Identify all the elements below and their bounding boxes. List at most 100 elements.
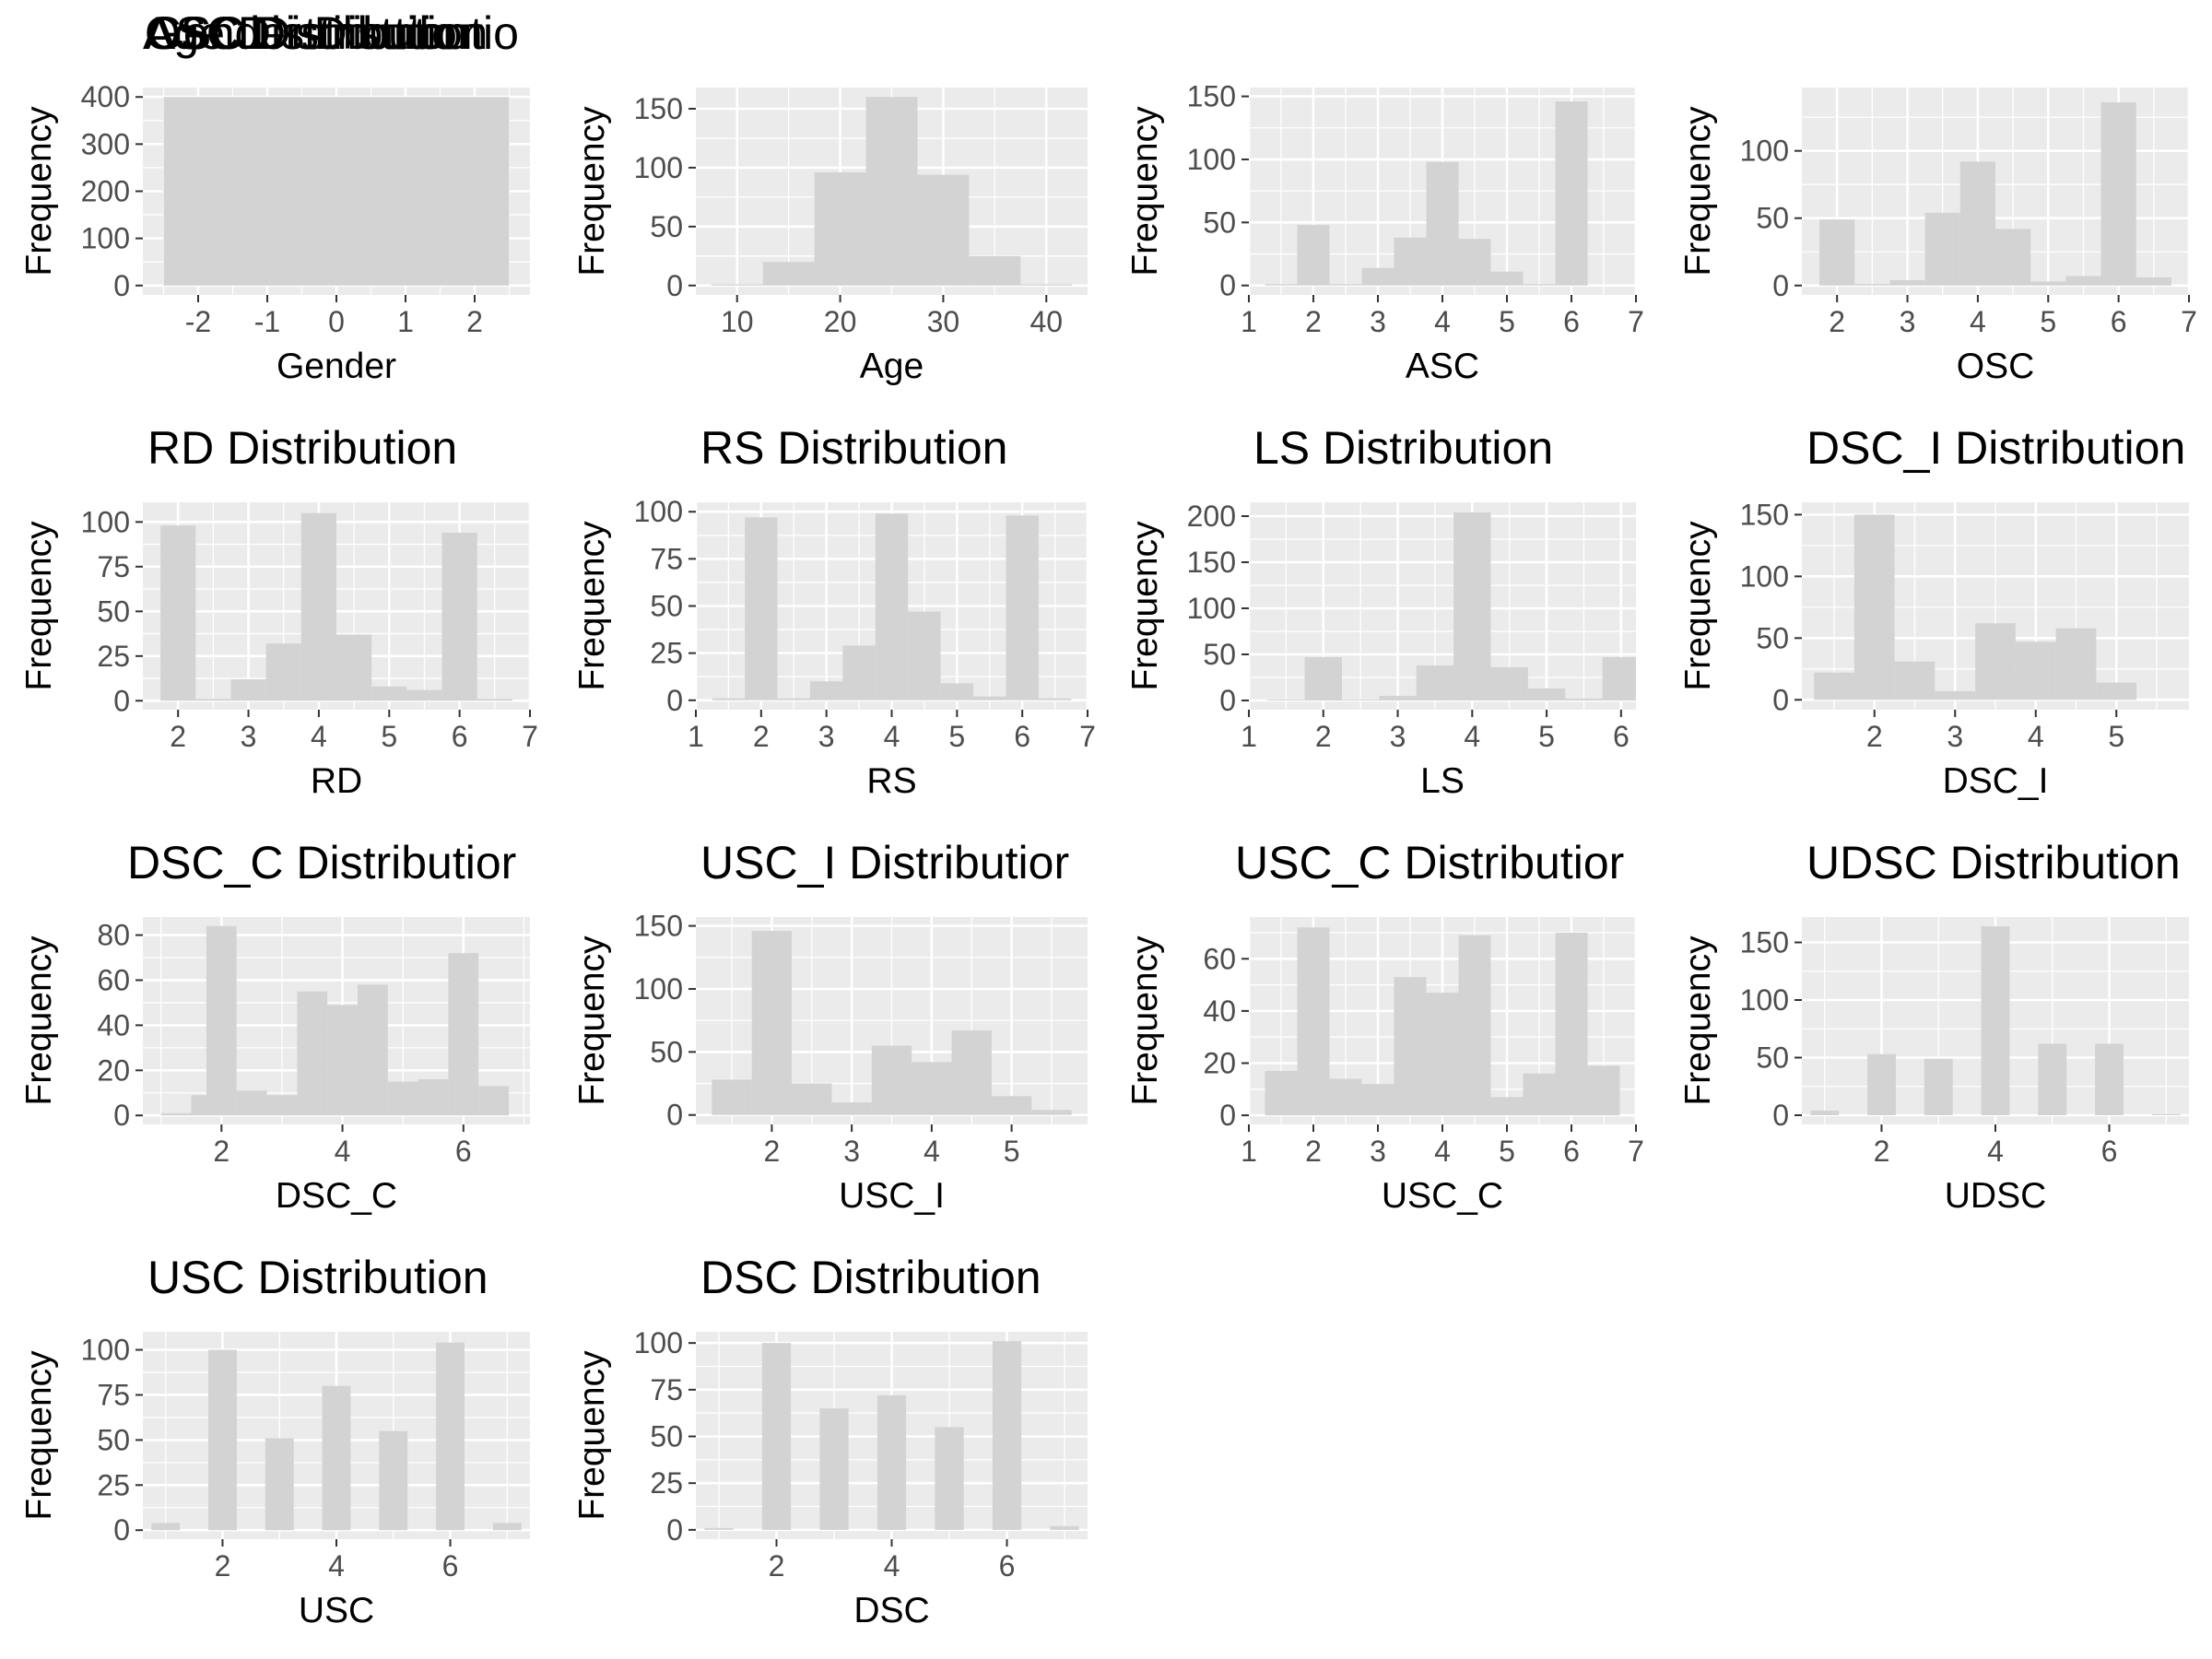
panel-title: USC_I Distributior: [700, 837, 1069, 888]
x-tick-label: 2: [1305, 1135, 1322, 1168]
x-axis-title: ASC: [1406, 347, 1479, 386]
histogram-bar: [842, 645, 876, 700]
histogram-bar: [1458, 239, 1491, 286]
x-tick-label: 2: [1829, 305, 1845, 338]
x-tick-label: 2: [215, 1549, 231, 1583]
histogram-bar: [327, 1005, 358, 1116]
x-tick-label: 3: [1370, 1135, 1386, 1168]
x-tick-label: 2: [170, 720, 186, 753]
histogram-bar: [1854, 284, 1890, 286]
x-tick-label: 5: [2108, 720, 2124, 753]
histogram-bar: [1527, 688, 1566, 700]
x-tick-label: 20: [824, 305, 857, 338]
y-tick-label: 25: [97, 640, 130, 673]
y-axis-title: Frequency: [1125, 935, 1165, 1106]
panel-title: UDSC Distribution: [1806, 837, 2181, 888]
histogram-bar: [418, 1079, 449, 1116]
histogram-bar: [2096, 682, 2137, 700]
histogram-bar: [1867, 1053, 1896, 1115]
y-tick-label: 150: [1187, 80, 1236, 113]
histogram-bar: [1394, 237, 1427, 286]
histogram-bar: [712, 698, 746, 700]
y-tick-label: 75: [650, 1373, 683, 1406]
x-tick-label: 4: [1464, 720, 1480, 753]
y-tick-label: 60: [97, 963, 130, 996]
histogram-bar: [751, 931, 793, 1115]
x-axis-title: RD: [311, 761, 362, 801]
histogram-bar: [935, 1427, 964, 1530]
histogram-bar: [387, 1081, 418, 1116]
histogram-bar: [371, 686, 407, 701]
histogram-bar: [1490, 271, 1524, 286]
y-tick-label: 50: [1756, 202, 1789, 235]
x-tick-label: 30: [927, 305, 960, 338]
histogram-bar: [2136, 277, 2171, 286]
panel-title: ASC Distribution: [145, 7, 483, 59]
histogram-bar: [151, 1523, 181, 1531]
histogram-bar: [1523, 284, 1556, 286]
histogram-bar: [236, 1090, 267, 1116]
y-tick-label: 100: [81, 222, 130, 255]
x-tick-label: 2: [1305, 305, 1322, 338]
histogram-bar: [1995, 229, 2031, 286]
histogram-bar: [2065, 276, 2101, 286]
y-axis-title: Frequency: [572, 935, 612, 1106]
x-tick-label: 5: [381, 720, 397, 753]
histogram-bar: [1453, 512, 1491, 700]
x-tick-label: 2: [763, 1135, 780, 1168]
y-tick-label: 0: [113, 269, 130, 302]
histogram-panel-7: LS Distribution 1 2 3 4 5 6 0 50 100 150 200 LS Frequ…: [1125, 422, 1636, 801]
y-tick-label: 40: [1203, 994, 1236, 1028]
x-tick-label: 7: [1628, 1135, 1644, 1168]
histogram-bar: [2151, 1113, 2181, 1115]
y-tick-label: 0: [666, 269, 683, 302]
y-tick-label: 100: [1187, 143, 1236, 176]
histogram-panel-11: USC_C Distributior 1 2 3 4 5 6 7 0 20 40 60 USC_C Fre…: [1125, 837, 1644, 1216]
histogram-bar: [448, 953, 479, 1116]
histogram-bar: [436, 1342, 465, 1531]
histogram-bar: [1329, 284, 1362, 286]
y-tick-label: 100: [1187, 592, 1236, 625]
x-tick-label: 3: [843, 1135, 860, 1168]
histogram-bar: [477, 699, 512, 701]
histogram-bar: [2095, 1043, 2124, 1115]
histogram-bar: [1038, 698, 1072, 700]
histogram-bar: [809, 681, 843, 700]
histogram-bar: [406, 689, 442, 701]
histogram-bar: [379, 1430, 408, 1531]
x-tick-label: 4: [311, 720, 327, 753]
y-tick-label: 100: [81, 1334, 130, 1367]
x-tick-label: -2: [185, 305, 211, 338]
x-tick-label: 5: [1499, 1135, 1515, 1168]
panel-title: RD Distribution: [147, 422, 457, 474]
y-tick-label: 50: [1203, 206, 1236, 239]
y-tick-label: 50: [1756, 1041, 1789, 1075]
histogram-bar: [1981, 926, 2010, 1115]
x-tick-label: -1: [254, 305, 280, 338]
y-tick-label: 100: [634, 972, 683, 1006]
y-tick-label: 100: [634, 1326, 683, 1359]
histogram-bar: [875, 513, 909, 700]
y-tick-label: 0: [666, 684, 683, 717]
x-tick-label: 4: [884, 1549, 900, 1583]
y-axis-title: Frequency: [1678, 521, 1718, 691]
histogram-bar: [1490, 667, 1528, 700]
histogram-bar: [1555, 932, 1588, 1116]
histogram-bar: [206, 925, 237, 1116]
histogram-bar: [991, 1096, 1032, 1115]
x-tick-label: 1: [397, 305, 414, 338]
x-tick-label: 3: [241, 720, 257, 753]
x-tick-label: 6: [2101, 1135, 2118, 1168]
histogram-bar: [908, 611, 941, 700]
histogram-bar: [1304, 657, 1342, 700]
x-axis-title: DSC_C: [276, 1176, 397, 1216]
panel-title: DSC_C Distributior: [127, 837, 516, 888]
panel-title: LS Distribution: [1253, 422, 1553, 474]
histogram-bar: [917, 174, 970, 286]
y-tick-label: 150: [1187, 546, 1236, 579]
histogram-panel-1: Gender Distributio -2 -1 0 1 2 0 100 200 300 400 Ge…: [19, 7, 530, 386]
histogram-bar: [1853, 514, 1895, 700]
histogram-bar: [2015, 641, 2056, 700]
